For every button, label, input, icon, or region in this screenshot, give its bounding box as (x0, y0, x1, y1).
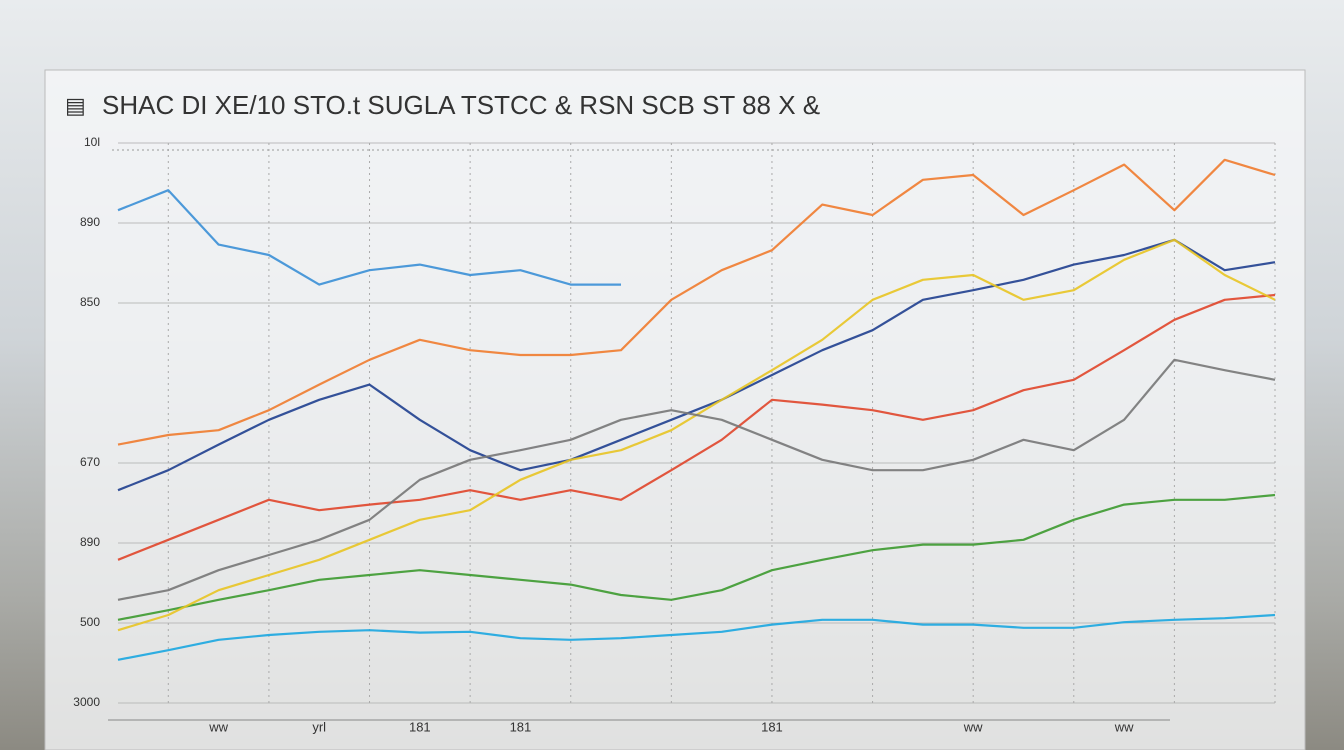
x-tick-label: 181 (761, 719, 783, 734)
y-tick-label: 3000 (73, 695, 100, 709)
title-icon: ▤ (65, 93, 86, 118)
x-tick-label: ww (1114, 719, 1134, 734)
chart-title: SHAC DI XE/10 STO.t SUGLA TSTCC & RSN SC… (102, 90, 820, 120)
y-tick-label: 10l (84, 135, 100, 149)
y-tick-label: 850 (80, 295, 100, 309)
x-tick-label: ww (208, 719, 228, 734)
y-tick-label: 500 (80, 615, 100, 629)
series-line (117, 613, 1276, 661)
series-line (117, 158, 1276, 446)
x-tick-label: ww (963, 719, 983, 734)
series-line (117, 189, 621, 286)
x-tick-label: 181 (510, 719, 532, 734)
series-line (117, 493, 1276, 621)
series-line (117, 238, 1276, 492)
series-line (117, 358, 1276, 601)
y-tick-label: 890 (80, 535, 100, 549)
y-tick-label: 670 (80, 455, 100, 469)
x-tick-label: yrl (312, 719, 326, 734)
series-line (117, 293, 1276, 561)
x-tick-label: 181 (409, 719, 431, 734)
y-tick-label: 890 (80, 215, 100, 229)
